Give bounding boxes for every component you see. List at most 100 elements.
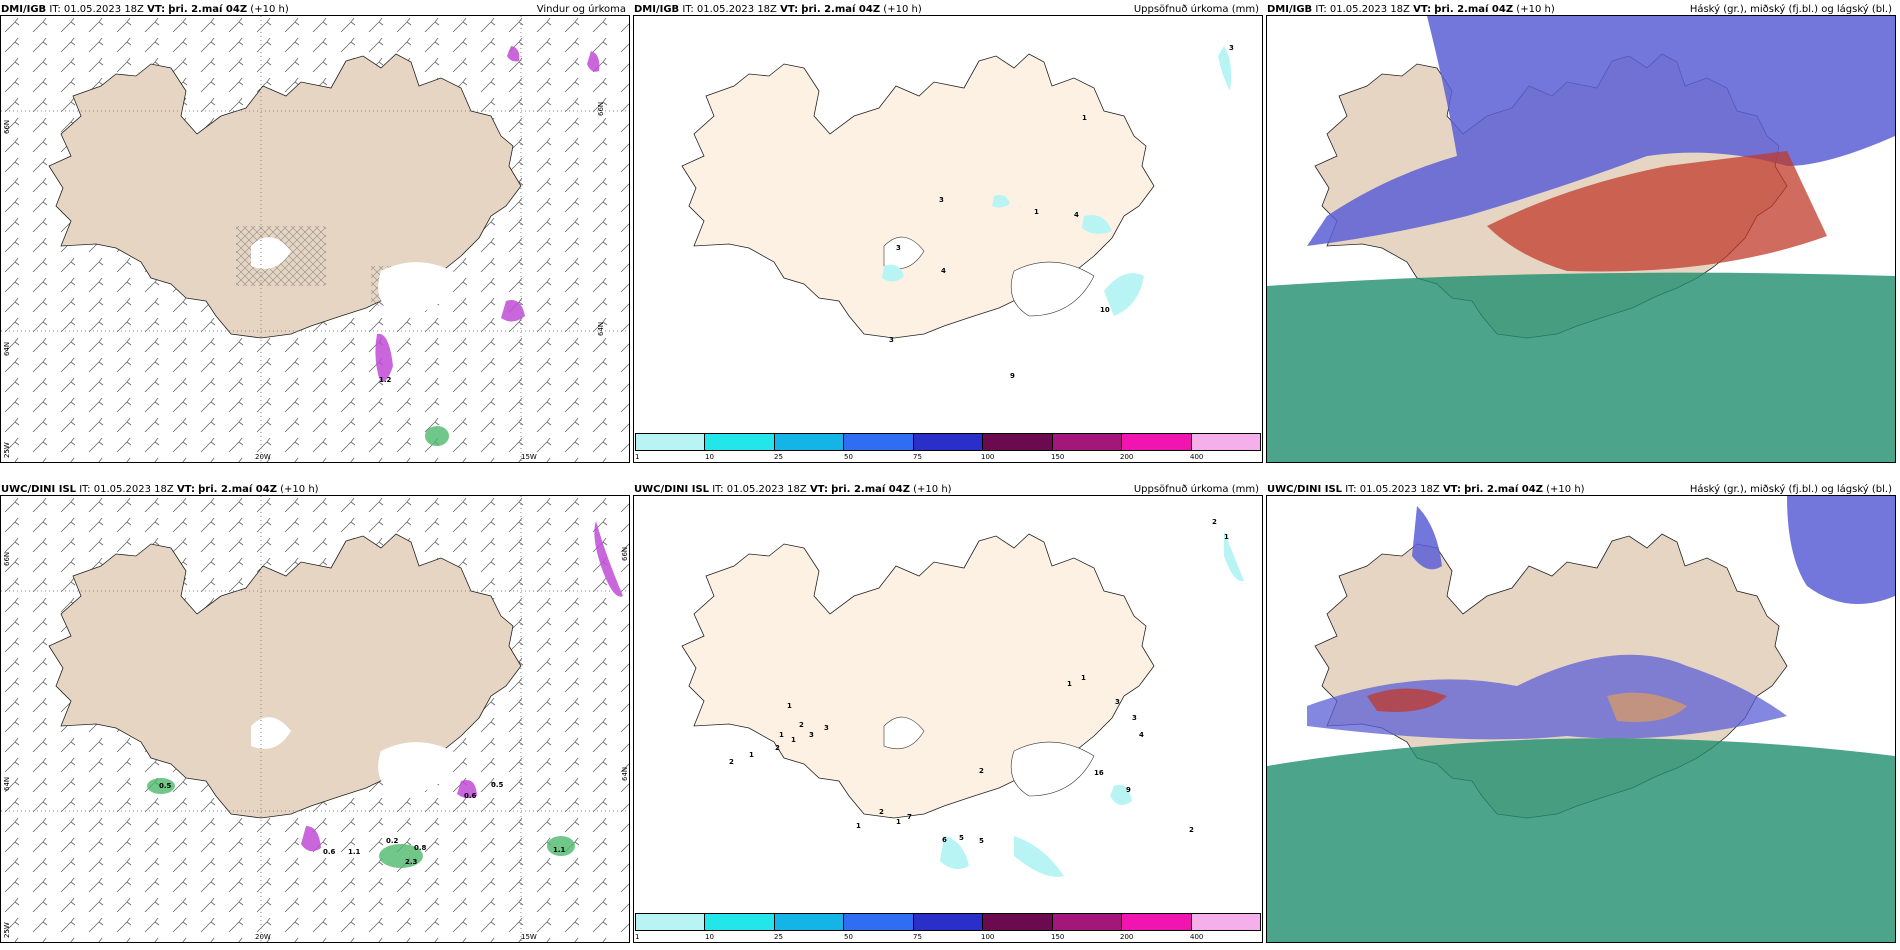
vt-label: VT: bbox=[780, 4, 799, 15]
cloud-map bbox=[1267, 16, 1895, 462]
model-name: UWC/DINI ISL bbox=[1, 484, 77, 495]
precip-cell bbox=[507, 46, 520, 62]
colorbar-tick: 100 bbox=[981, 933, 995, 941]
colorbar-swatch bbox=[705, 434, 775, 450]
lon-label: 20W bbox=[255, 933, 271, 941]
precip-value: 0.5 bbox=[491, 781, 504, 789]
iceland-landmass bbox=[681, 53, 1155, 339]
colorbar-swatch bbox=[1191, 434, 1260, 450]
colorbar bbox=[635, 913, 1261, 931]
vt-label: VT: bbox=[147, 4, 166, 15]
colorbar-tick: 10 bbox=[705, 933, 714, 941]
colorbar-swatch bbox=[913, 914, 984, 930]
glacier bbox=[1010, 741, 1095, 797]
precip-value: 3 bbox=[824, 724, 829, 732]
colorbar-swatch bbox=[844, 914, 914, 930]
model-name: UWC/DINI ISL bbox=[1267, 484, 1343, 495]
lon-label: 25W bbox=[3, 922, 11, 938]
panel-uwc-accum: UWC/DINI ISL IT: 01.05.2023 18Z VT: þri.… bbox=[633, 480, 1263, 943]
precip-cell bbox=[375, 333, 393, 382]
lon-label: 15W bbox=[521, 933, 537, 941]
valid-time: þri. 2.maí 04Z bbox=[168, 4, 248, 15]
vt-label: VT: bbox=[1413, 4, 1432, 15]
init-time: IT: 01.05.2023 18Z bbox=[1345, 484, 1440, 495]
precip-value: 16 bbox=[1094, 769, 1104, 777]
colorbar-tick: 1 bbox=[635, 453, 640, 461]
lead-time: (+10 h) bbox=[250, 4, 289, 15]
panel-title: Vindur og úrkoma bbox=[536, 4, 626, 15]
valid-time: þri. 2.maí 04Z bbox=[1464, 484, 1543, 495]
vt-label: VT: bbox=[1442, 484, 1461, 495]
init-time: IT: 01.05.2023 18Z bbox=[79, 484, 174, 495]
valid-time: þri. 2.maí 04Z bbox=[831, 484, 910, 495]
precip-value: 2 bbox=[1189, 826, 1194, 834]
model-name: DMI/IGB bbox=[1267, 4, 1313, 15]
precip-value: 6 bbox=[942, 836, 947, 844]
precip-value: 2.3 bbox=[405, 858, 418, 866]
precip-value: 1 bbox=[1081, 674, 1086, 682]
valid-time: þri. 2.maí 04Z bbox=[1434, 4, 1514, 15]
colorbar-ticks: 1 10 25 50 75 100 150 200 400 bbox=[635, 933, 1261, 942]
lat-label: 64N bbox=[621, 766, 629, 781]
vt-label: VT: bbox=[176, 484, 195, 495]
high-cloud bbox=[1412, 506, 1442, 570]
precip-value: 1.1 bbox=[348, 848, 361, 856]
colorbar-swatch bbox=[636, 434, 706, 450]
accum-map bbox=[681, 46, 1232, 339]
high-cloud bbox=[1307, 16, 1895, 246]
precip-value: 2 bbox=[775, 744, 780, 752]
high-cloud bbox=[1307, 654, 1787, 740]
precip-value: 9 bbox=[1010, 372, 1015, 380]
valid-time: þri. 2.maí 04Z bbox=[801, 4, 881, 15]
colorbar bbox=[635, 433, 1261, 451]
init-time: IT: 01.05.2023 18Z bbox=[712, 484, 807, 495]
colorbar-tick: 75 bbox=[913, 933, 922, 941]
panel-header: UWC/DINI ISL IT: 01.05.2023 18Z VT: þri.… bbox=[1266, 480, 1896, 500]
colorbar-tick: 25 bbox=[774, 933, 783, 941]
model-name: DMI/IGB bbox=[1, 4, 47, 15]
precip-value: 1 bbox=[856, 822, 861, 830]
colorbar-swatch bbox=[774, 434, 845, 450]
colorbar-swatch bbox=[1122, 914, 1192, 930]
precip-value: 1 bbox=[1067, 680, 1072, 688]
init-time: IT: 01.05.2023 18Z bbox=[49, 4, 144, 15]
precip-cell bbox=[594, 521, 623, 597]
precip-value: 0.6 bbox=[323, 848, 336, 856]
precip-value: 3 bbox=[1132, 714, 1137, 722]
lead-time: (+10 h) bbox=[1546, 484, 1585, 495]
vt-label: VT: bbox=[809, 484, 828, 495]
panel-dmi-wind: DMI/IGB IT: 01.05.2023 18Z VT: þri. 2.ma… bbox=[0, 0, 630, 463]
precip-value: 1 bbox=[779, 731, 784, 739]
precip-area bbox=[1014, 836, 1064, 877]
colorbar-tick: 100 bbox=[981, 453, 995, 461]
lat-label: 64N bbox=[597, 321, 605, 336]
panel-title: Uppsöfnuð úrkoma (mm) bbox=[1133, 484, 1259, 495]
precip-value: 9 bbox=[1126, 786, 1131, 794]
colorbar-swatch bbox=[636, 914, 706, 930]
precip-value: 1 bbox=[1224, 533, 1229, 541]
precip-value: 3 bbox=[1229, 44, 1234, 52]
colorbar-swatch bbox=[844, 434, 914, 450]
map-frame bbox=[1266, 495, 1896, 943]
precip-area bbox=[1082, 215, 1112, 234]
colorbar-swatch bbox=[983, 914, 1053, 930]
colorbar-swatch bbox=[983, 434, 1053, 450]
panel-uwc-wind: UWC/DINI ISL IT: 01.05.2023 18Z VT: þri.… bbox=[0, 480, 630, 943]
map-frame: 66N 64N 25W 66N 64N 20W 15W 0.5 0.6 1.1 … bbox=[0, 495, 630, 943]
precip-value: 10 bbox=[1100, 306, 1110, 314]
precip-value: 4 bbox=[1139, 731, 1144, 739]
lat-label: 66N bbox=[3, 119, 11, 134]
precip-area bbox=[1104, 273, 1144, 316]
colorbar-tick: 50 bbox=[844, 933, 853, 941]
precip-area bbox=[940, 836, 969, 870]
lon-label: 15W bbox=[521, 453, 537, 461]
precip-value: 3 bbox=[896, 244, 901, 252]
lat-label: 64N bbox=[3, 341, 11, 356]
panel-dmi-cloud: DMI/IGB IT: 01.05.2023 18Z VT: þri. 2.ma… bbox=[1266, 0, 1896, 463]
precip-value: 7 bbox=[907, 813, 912, 821]
panel-uwc-cloud: UWC/DINI ISL IT: 01.05.2023 18Z VT: þri.… bbox=[1266, 480, 1896, 943]
colorbar-tick: 400 bbox=[1190, 453, 1204, 461]
colorbar-tick: 50 bbox=[844, 453, 853, 461]
valid-time: þri. 2.maí 04Z bbox=[198, 484, 277, 495]
precip-cell bbox=[587, 51, 600, 72]
